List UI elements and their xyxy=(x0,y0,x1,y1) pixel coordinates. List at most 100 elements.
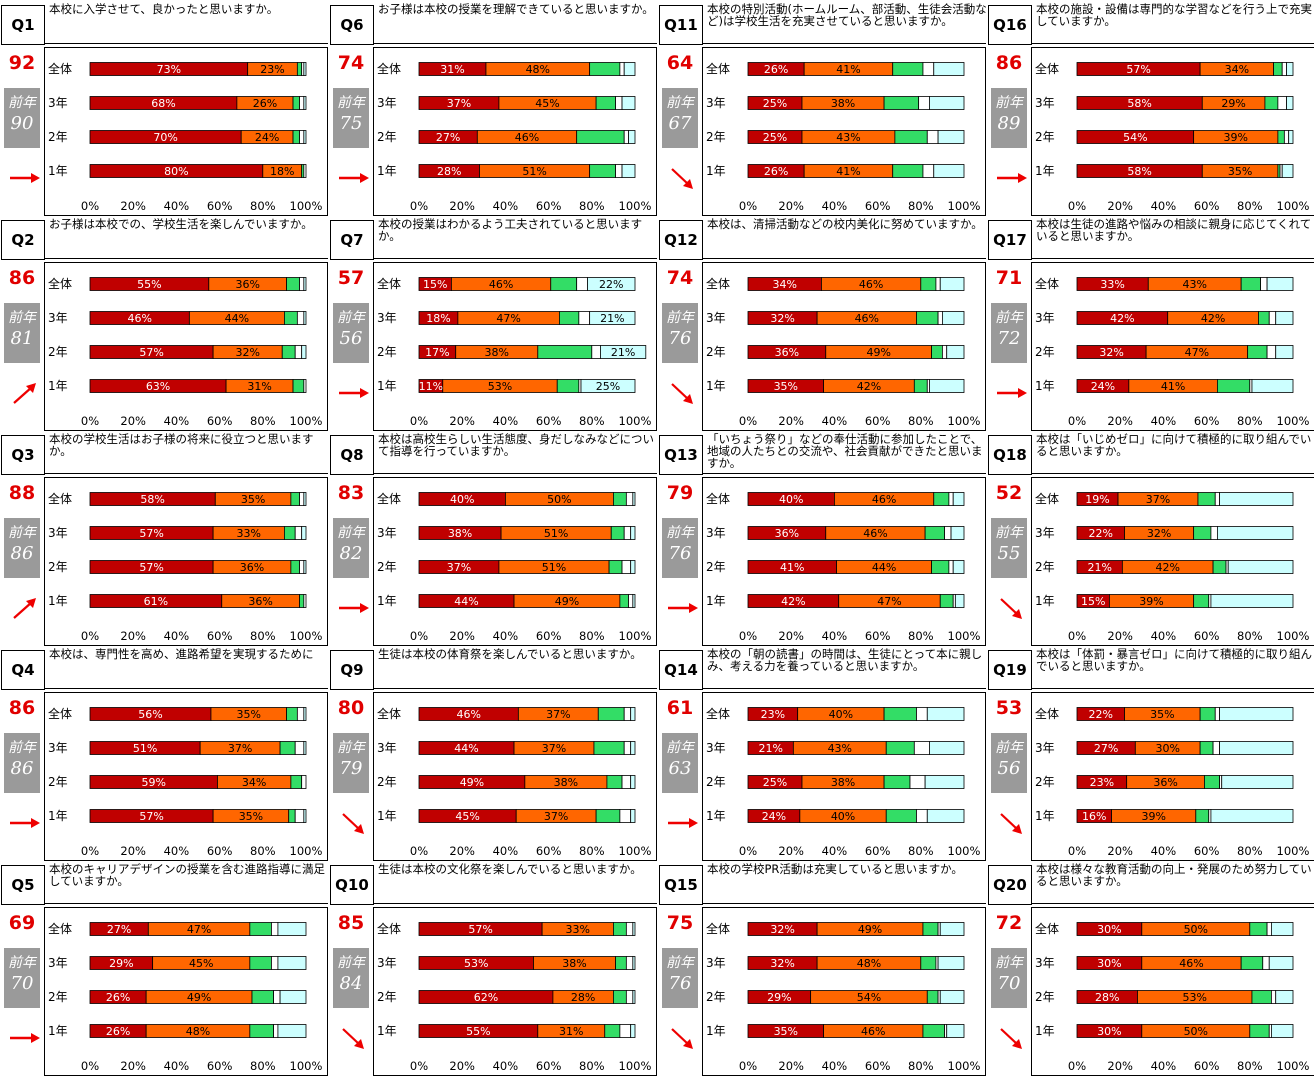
data-label: 40% xyxy=(831,810,855,823)
question-underline xyxy=(374,903,657,904)
bar-segment xyxy=(619,1024,632,1038)
bar-segment xyxy=(939,277,965,291)
x-tick-label: 80% xyxy=(908,414,934,428)
bar-segment xyxy=(619,62,625,76)
previous-year-value: 70 xyxy=(10,973,34,994)
score-value: 69 xyxy=(8,912,36,934)
bar-segment xyxy=(610,526,625,540)
data-label: 36% xyxy=(235,278,259,291)
x-tick-label: 0% xyxy=(1068,414,1086,428)
bar-segment xyxy=(894,130,928,144)
x-tick-label: 60% xyxy=(1194,1059,1220,1073)
category-label: 1年 xyxy=(377,164,397,178)
bar-segment xyxy=(292,130,300,144)
x-tick-label: 20% xyxy=(1107,844,1133,858)
bar-segment xyxy=(623,707,632,721)
bar-segment xyxy=(885,741,915,755)
score-value: 92 xyxy=(8,52,36,74)
bar-segment xyxy=(926,707,965,721)
bar-segment xyxy=(550,277,578,291)
previous-year-box: 前年 76 xyxy=(662,518,698,578)
x-tick-label: 100% xyxy=(619,629,652,643)
category-label: 3年 xyxy=(377,526,397,540)
stacked-bar-chart: 全体 57% 34% 3年 58% 29% 2年 54% 39% 1年 58% 35% 0% 20% 40%… xyxy=(1031,47,1314,216)
x-tick-label: 0% xyxy=(1068,629,1086,643)
data-label: 26% xyxy=(764,63,788,76)
previous-year-label: 前年 xyxy=(337,310,365,326)
question-number: Q12 xyxy=(659,220,703,260)
score-value: 86 xyxy=(995,52,1023,74)
bar-segment xyxy=(623,526,632,540)
data-label: 25% xyxy=(763,131,787,144)
data-label: 54% xyxy=(857,991,881,1004)
previous-year-label: 前年 xyxy=(337,95,365,111)
previous-year-label: 前年 xyxy=(995,95,1023,111)
bar-segment xyxy=(1266,922,1272,936)
bar-segment xyxy=(632,922,636,936)
x-tick-label: 40% xyxy=(493,1059,519,1073)
data-label: 32% xyxy=(235,346,259,359)
data-label: 32% xyxy=(1099,346,1123,359)
stacked-bar-chart: 全体 32% 49% 3年 32% 48% 2年 29% 54% 1年 35% 46% 0% 20% 40%… xyxy=(702,907,986,1076)
bar-segment xyxy=(1199,741,1214,755)
category-label: 1年 xyxy=(377,1024,397,1038)
category-label: 3年 xyxy=(377,741,397,755)
question-underline xyxy=(45,43,328,44)
category-label: 1年 xyxy=(706,164,726,178)
question-text: 「いちょう祭り」などの奉仕活動に参加したことで、地域の人たちとの交流や、社会貢献… xyxy=(707,433,983,469)
score-value: 74 xyxy=(666,267,694,289)
category-label: 全体 xyxy=(706,491,730,506)
x-tick-label: 80% xyxy=(250,844,276,858)
x-tick-label: 20% xyxy=(1107,414,1133,428)
bar-segment xyxy=(249,922,272,936)
question-text: 本校のキャリアデザインの授業を含む進路指導に満足していますか。 xyxy=(49,863,325,887)
bar-segment xyxy=(1212,560,1227,574)
category-label: 全体 xyxy=(1035,706,1059,721)
data-label: 43% xyxy=(828,742,852,755)
data-label: 21% xyxy=(758,742,782,755)
x-tick-label: 80% xyxy=(250,414,276,428)
previous-year-box: 前年 79 xyxy=(333,733,369,793)
question-text: 生徒は本校の体育祭を楽しんでいると思いますか。 xyxy=(378,648,642,660)
x-tick-label: 80% xyxy=(1237,414,1263,428)
x-tick-label: 40% xyxy=(164,629,190,643)
bar-segment xyxy=(299,560,305,574)
previous-year-box: 前年 56 xyxy=(333,303,369,363)
panel-q20: Q20 本校は様々な教育活動の向上・発展のため努力していると思いますか。 72 前年 7… xyxy=(987,860,1314,1076)
data-label: 57% xyxy=(1126,63,1150,76)
previous-year-label: 前年 xyxy=(337,955,365,971)
data-label: 23% xyxy=(1090,776,1114,789)
data-label: 57% xyxy=(139,527,163,540)
bar-segment xyxy=(937,130,965,144)
data-label: 15% xyxy=(1081,595,1105,608)
x-tick-label: 100% xyxy=(619,414,652,428)
data-label: 50% xyxy=(547,493,571,506)
bar-segment xyxy=(294,526,303,540)
bar-segment xyxy=(576,130,625,144)
question-underline xyxy=(374,473,657,474)
data-label: 35% xyxy=(241,493,265,506)
category-label: 2年 xyxy=(377,990,397,1004)
previous-year-label: 前年 xyxy=(666,95,694,111)
data-label: 21% xyxy=(611,346,635,359)
x-tick-label: 100% xyxy=(619,199,652,213)
bar-segment xyxy=(933,62,965,76)
bar-segment xyxy=(937,311,943,325)
bar-segment xyxy=(1270,990,1277,1004)
previous-year-value: 56 xyxy=(339,328,363,349)
data-label: 51% xyxy=(544,527,568,540)
question-text: 本校は「いじめゼロ」に向けて積極的に取り組んでいると思いますか。 xyxy=(1036,433,1312,457)
data-label: 21% xyxy=(1087,561,1111,574)
category-label: 1年 xyxy=(706,379,726,393)
data-label: 49% xyxy=(187,991,211,1004)
data-label: 49% xyxy=(460,776,484,789)
previous-year-label: 前年 xyxy=(995,955,1023,971)
previous-year-value: 76 xyxy=(668,973,692,994)
data-label: 35% xyxy=(774,1025,798,1038)
data-label: 40% xyxy=(779,493,803,506)
bar-segment xyxy=(1240,277,1262,291)
trend-same-arrow-icon xyxy=(339,603,369,613)
bar-segment xyxy=(926,990,939,1004)
stacked-bar-chart: 全体 33% 43% 3年 42% 42% 2年 32% 47% 1年 24% 41% 0% 20% 40%… xyxy=(1031,262,1314,431)
bar-segment xyxy=(1212,741,1220,755)
